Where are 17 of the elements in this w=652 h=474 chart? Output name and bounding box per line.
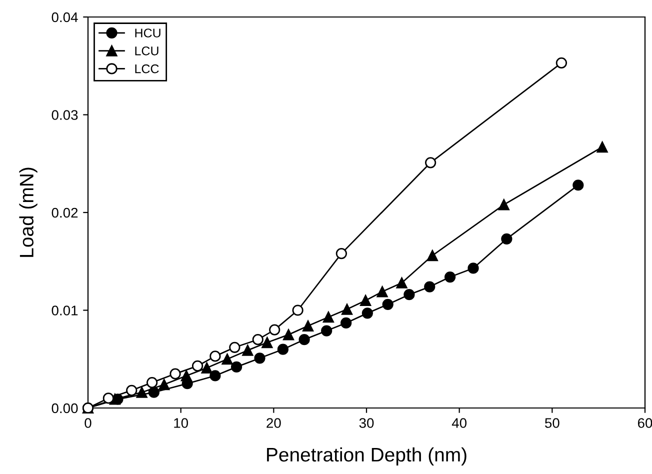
x-axis-title: Penetration Depth (nm) [267,447,466,466]
y-tick-label: 0.04 [52,12,78,22]
y-tick-label: 0.00 [52,403,78,414]
x-tick-label: 30 [359,418,374,428]
y-tick-label: 0.01 [52,306,78,316]
legend-label: LCC [135,64,159,74]
legend-label: LCU [135,46,158,56]
x-tick-label: 40 [452,418,467,428]
y-axis-title: Load (mN) [19,168,38,257]
x-tick-label: 60 [638,418,652,428]
x-tick-label: 50 [545,418,560,428]
y-tick-label: 0.02 [52,208,78,218]
x-tick-label: 0 [84,418,92,428]
x-tick-label: 10 [174,418,188,428]
legend-label: HCU [135,28,160,38]
x-tick-label: 20 [266,418,281,428]
y-tick-label: 0.03 [52,110,78,120]
